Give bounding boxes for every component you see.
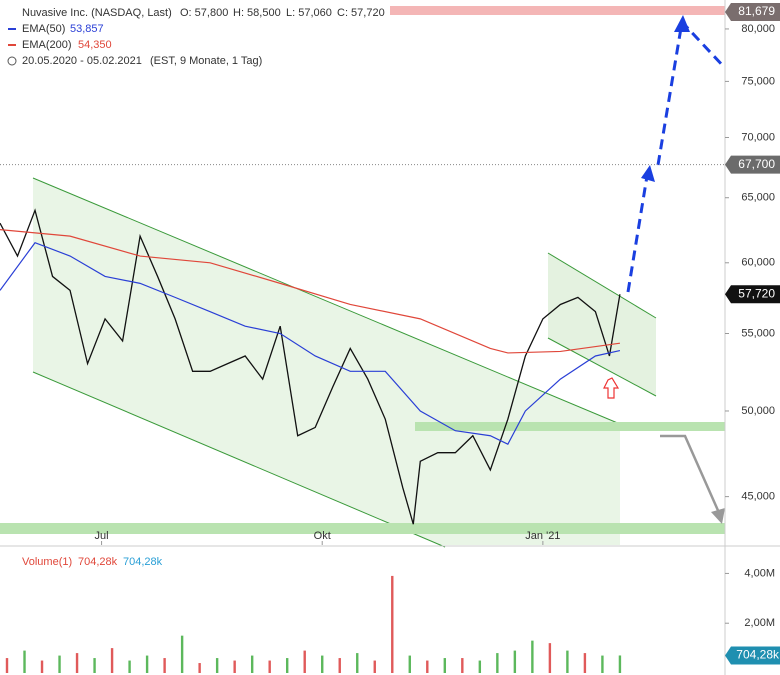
volume-bar [338, 658, 341, 673]
volume-bar [40, 660, 44, 673]
price-line [0, 208, 621, 525]
volume-bar [163, 658, 166, 673]
channel-line [547, 252, 657, 319]
channel-line [32, 371, 446, 548]
arrow-head [674, 15, 690, 32]
volume-bar [321, 655, 324, 673]
ohlc: H: 58,500 [233, 7, 281, 19]
ohlc: L: 57,060 [286, 7, 332, 19]
y-tick-label: 4,00M [744, 567, 775, 579]
price-tag [725, 3, 780, 22]
ohlc: O: 57,800 [180, 7, 228, 19]
y-tick-label: 75,000 [741, 75, 775, 87]
volume-bar [478, 660, 482, 673]
volume-bar [531, 640, 534, 673]
support-band [415, 422, 725, 431]
y-tick-label: 80,000 [741, 23, 775, 35]
volume-bar [110, 648, 114, 673]
up-channel [548, 253, 656, 396]
volume-bar [128, 660, 131, 673]
x-tick-label: Jan '21 [525, 530, 560, 542]
volume-bar [198, 663, 201, 673]
volume-legend-value: 704,28k [78, 556, 118, 568]
volume-bar [303, 650, 306, 673]
legend-value: 53,857 [70, 23, 104, 35]
volume-bar [566, 650, 569, 673]
volume-bar [5, 658, 9, 673]
volume-bar [180, 635, 184, 673]
volume-bar [601, 655, 604, 673]
header: Nuvasive Inc. (NASDAQ, Last) O: 57,800 H… [7, 7, 385, 568]
volume-tag-label: 704,28k [736, 648, 780, 662]
buy-signal-arrow [603, 377, 620, 399]
y-tick-label: 70,000 [741, 131, 775, 143]
price-tag-label: 67,700 [738, 157, 775, 171]
volume-bar [373, 660, 376, 673]
volume-bar [233, 660, 236, 673]
date-range: 20.05.2020 - 05.02.2021 [22, 55, 142, 67]
volume-bar [461, 658, 464, 673]
y-tick-label: 55,000 [741, 327, 775, 339]
volume-bar [618, 655, 622, 673]
y-tick-label: 2,00M [744, 617, 775, 629]
legend-label: EMA(200) [22, 39, 72, 51]
volume-bar [583, 653, 587, 673]
channel-line [547, 337, 657, 397]
range-note: (EST, 9 Monate, 1 Tag) [150, 55, 262, 67]
volume-bar [250, 655, 254, 673]
volume-bar [426, 660, 429, 673]
volume-bar [443, 658, 447, 673]
ema-line [0, 229, 621, 354]
volume-tag [725, 646, 780, 665]
legend-label: EMA(50) [22, 23, 65, 35]
legend-swatch [8, 44, 16, 46]
volume-bar [408, 655, 411, 673]
volume-bar [285, 658, 289, 673]
price-tag-label: 81,679 [738, 4, 775, 18]
legend-value: 54,350 [78, 39, 112, 51]
price-tag [725, 285, 780, 304]
volume-bar [513, 650, 517, 673]
y-tick-label: 60,000 [741, 257, 775, 269]
volume-bar [58, 655, 61, 673]
volume-bar [391, 575, 394, 673]
price-tag-label: 57,720 [738, 286, 775, 300]
volume-bar [356, 653, 359, 673]
ema-line [0, 241, 621, 445]
volume-bar [496, 653, 499, 673]
support-band [0, 523, 725, 534]
ohlc: C: 57,720 [337, 7, 385, 19]
target-band [390, 6, 725, 15]
volume-bar [23, 650, 26, 673]
y-tick-label: 45,000 [741, 491, 775, 503]
volume-legend-value: 704,28k [123, 556, 163, 568]
chart-title: Nuvasive Inc. (NASDAQ, Last) [22, 7, 172, 19]
down-arrow [660, 434, 722, 516]
volume-bar [548, 643, 552, 673]
y-tick-label: 65,000 [741, 192, 775, 204]
volume-title: Volume(1) [22, 556, 72, 568]
volume-bar [93, 658, 96, 673]
price-tag [725, 155, 780, 174]
arrow-head [641, 165, 655, 182]
clock-icon [7, 56, 17, 66]
x-tick-label: Okt [314, 530, 331, 542]
forecast-arrow [626, 169, 650, 293]
legend-swatch [8, 28, 16, 30]
arrow-head [711, 508, 725, 524]
y-tick-label: 50,000 [741, 405, 775, 417]
volume-bar [145, 655, 149, 673]
channel-line [32, 177, 621, 425]
volume-bar [215, 658, 219, 673]
x-tick-label: Jul [95, 530, 109, 542]
volume-bar [75, 653, 79, 673]
volume-bar [268, 660, 271, 673]
